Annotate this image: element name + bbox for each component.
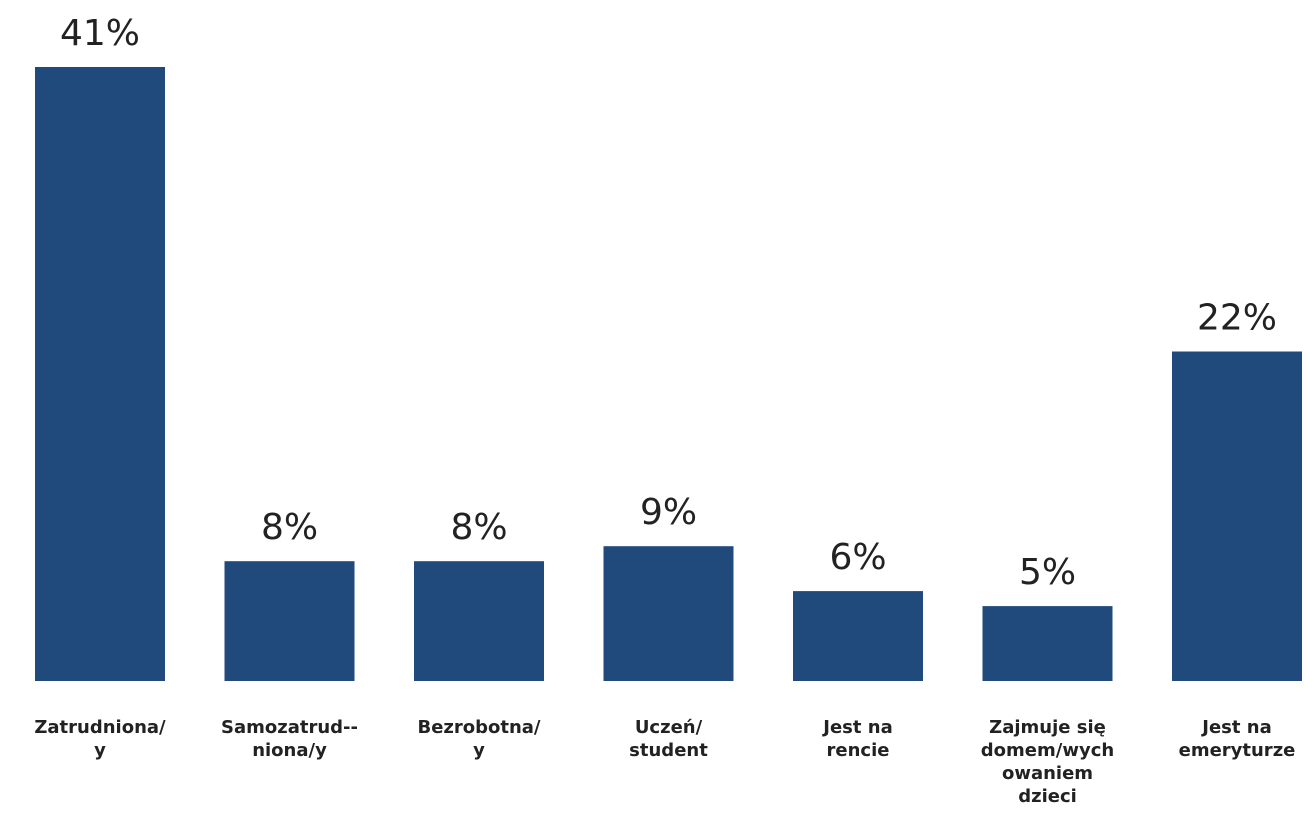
value-labels-group: 41% 8% 8% 9% 6% 5% 22% bbox=[60, 13, 1277, 593]
data-label: 6% bbox=[829, 537, 886, 578]
bar bbox=[35, 67, 165, 681]
category-label-line: emeryturze bbox=[1179, 740, 1296, 761]
category-label-line: Jest na bbox=[1200, 717, 1271, 738]
category-label-line: owaniem bbox=[1002, 763, 1093, 784]
category-label: Zajmuje się domem/wych owaniem dzieci bbox=[981, 717, 1114, 807]
data-label: 8% bbox=[261, 507, 318, 548]
category-label-line: Uczeń/ bbox=[635, 717, 703, 738]
bar bbox=[224, 561, 355, 681]
bar bbox=[982, 606, 1113, 681]
bar bbox=[603, 546, 734, 681]
category-label: Jest na rencie bbox=[821, 717, 892, 761]
data-label: 9% bbox=[640, 492, 697, 533]
category-label-line: Jest na bbox=[821, 717, 892, 738]
category-label-line: dzieci bbox=[1018, 786, 1077, 807]
category-label: Bezrobotna/y bbox=[417, 717, 540, 761]
data-label: 22% bbox=[1197, 298, 1277, 339]
category-label: Zatrudniona/y bbox=[34, 717, 166, 761]
bar bbox=[1172, 351, 1302, 681]
category-label-line: student bbox=[629, 740, 708, 761]
category-label-line: Bezrobotna/ bbox=[417, 717, 540, 738]
category-label-line: Zajmuje się bbox=[989, 717, 1106, 738]
category-labels-group: Zatrudniona/y Samozatrud--niona/y Bezrobot… bbox=[34, 717, 1295, 807]
bar bbox=[414, 561, 544, 681]
data-label: 41% bbox=[60, 13, 140, 54]
category-label-line: domem/wych bbox=[981, 740, 1114, 761]
category-label-line: y bbox=[94, 740, 106, 761]
data-label: 8% bbox=[450, 507, 507, 548]
category-label-line: rencie bbox=[827, 740, 890, 761]
category-label: Uczeń/student bbox=[629, 717, 708, 761]
bars-group bbox=[35, 67, 1302, 681]
data-label: 5% bbox=[1019, 552, 1076, 593]
category-label-line: Zatrudniona/ bbox=[34, 717, 166, 738]
category-label: Jest na emeryturze bbox=[1179, 717, 1296, 761]
bar bbox=[793, 591, 923, 681]
category-label-line: y bbox=[473, 740, 485, 761]
category-label-line: Samozatrud-- bbox=[221, 717, 358, 738]
category-label-line: niona/y bbox=[252, 740, 327, 761]
category-label: Samozatrud--niona/y bbox=[221, 717, 358, 761]
